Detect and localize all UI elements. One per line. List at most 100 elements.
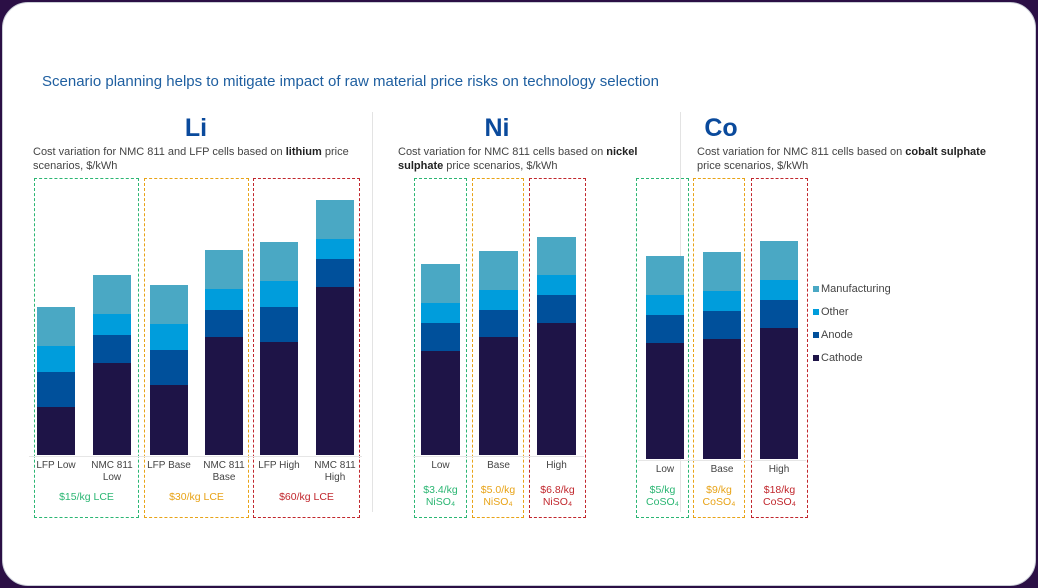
bar-segment-anode bbox=[703, 311, 741, 339]
bar-segment-cathode bbox=[537, 323, 576, 455]
scenario-box bbox=[472, 178, 524, 518]
scenario-box bbox=[529, 178, 586, 518]
bar-segment-anode bbox=[646, 315, 684, 343]
legend-item: Other bbox=[813, 306, 849, 318]
price-label: $3.4/kg bbox=[423, 484, 458, 496]
category-label: Base bbox=[710, 464, 734, 475]
price-compound: NiSO₄ bbox=[425, 496, 456, 508]
bar-segment-cathode bbox=[260, 342, 298, 455]
legend-label: Manufacturing bbox=[821, 283, 891, 295]
chart-heading: Li bbox=[184, 114, 208, 142]
bar-segment-other bbox=[260, 281, 298, 307]
bar-segment-cathode bbox=[316, 287, 354, 455]
bar-segment-other bbox=[479, 290, 518, 310]
chart-subtitle: Cost variation for NMC 811 cells based o… bbox=[697, 145, 987, 173]
bar-segment-manufacturing bbox=[37, 307, 75, 346]
bar-segment-manufacturing bbox=[316, 200, 354, 239]
price-compound: CoSO₄ bbox=[646, 496, 679, 508]
category-label: NMC 811 Low bbox=[91, 460, 133, 483]
price-compound: NiSO₄ bbox=[483, 496, 513, 508]
bar-segment-other bbox=[646, 295, 684, 315]
scenario-box bbox=[253, 178, 360, 518]
bar-segment-cathode bbox=[205, 337, 243, 455]
scenario-price: $30/kg LCE bbox=[144, 491, 249, 503]
bar-segment-other bbox=[205, 289, 243, 310]
legend-item: Manufacturing bbox=[813, 283, 891, 295]
subtitle-text: Cost variation for NMC 811 cells based o… bbox=[398, 146, 607, 158]
bar-segment-cathode bbox=[37, 407, 75, 455]
chart-subtitle: Cost variation for NMC 811 and LFP cells… bbox=[33, 145, 378, 173]
category-label: Base bbox=[487, 460, 510, 471]
chart-heading: Co bbox=[704, 114, 738, 142]
legend-label: Other bbox=[821, 306, 849, 318]
price-label: $15/kg LCE bbox=[59, 491, 114, 503]
price-label: $9/kg bbox=[706, 484, 732, 496]
price-compound: NiSO₄ bbox=[542, 496, 573, 508]
bar-segment-manufacturing bbox=[703, 252, 741, 291]
bar-segment-other bbox=[421, 303, 460, 323]
bar-segment-other bbox=[93, 314, 131, 335]
x-axis-baseline bbox=[638, 460, 806, 461]
bar-segment-other bbox=[316, 239, 354, 259]
category-label: High bbox=[768, 464, 790, 475]
legend-swatch bbox=[813, 309, 819, 316]
bar-segment-manufacturing bbox=[205, 250, 243, 289]
bar-segment-manufacturing bbox=[421, 264, 460, 303]
category-label: NMC 811 Base bbox=[203, 460, 245, 483]
bar-segment-manufacturing bbox=[537, 237, 576, 275]
scenario-price: $18/kg CoSO₄ bbox=[751, 484, 808, 508]
divider bbox=[372, 112, 373, 512]
bar-segment-anode bbox=[93, 335, 131, 363]
category-label: Low bbox=[655, 464, 675, 475]
subtitle-text: Cost variation for NMC 811 cells based o… bbox=[697, 146, 906, 158]
price-label: $30/kg LCE bbox=[169, 491, 224, 503]
legend-swatch bbox=[813, 355, 819, 362]
bar-segment-anode bbox=[421, 323, 460, 351]
subtitle-text: Cost variation for NMC 811 and LFP cells… bbox=[33, 146, 286, 158]
bar-segment-other bbox=[760, 280, 798, 300]
bar-segment-manufacturing bbox=[260, 242, 298, 281]
bar-segment-cathode bbox=[93, 363, 131, 455]
x-axis-baseline bbox=[29, 456, 362, 457]
category-label: LFP Low bbox=[36, 460, 76, 471]
bar-segment-cathode bbox=[150, 385, 188, 455]
subtitle-bold: lithium bbox=[285, 146, 322, 158]
bar-segment-other bbox=[150, 324, 188, 350]
category-label: LFP High bbox=[258, 460, 300, 471]
bar-segment-anode bbox=[150, 350, 188, 385]
scenario-price: $3.4/kg NiSO₄ bbox=[414, 484, 467, 508]
bar-segment-other bbox=[37, 346, 75, 372]
subtitle-text: price scenarios, $/kWh bbox=[33, 146, 349, 172]
bar-segment-cathode bbox=[646, 343, 684, 459]
price-compound: CoSO₄ bbox=[702, 496, 736, 508]
scenario-box bbox=[414, 178, 467, 518]
bar-segment-anode bbox=[205, 310, 243, 337]
bar-segment-anode bbox=[537, 295, 576, 323]
bar-segment-manufacturing bbox=[93, 275, 131, 314]
category-label: Low bbox=[431, 460, 450, 471]
legend-label: Cathode bbox=[821, 352, 863, 364]
subtitle-text: price scenarios, $/kWh bbox=[697, 160, 809, 172]
scenario-box bbox=[34, 178, 139, 518]
bar-segment-cathode bbox=[703, 339, 741, 459]
slide-title: Scenario planning helps to mitigate impa… bbox=[42, 73, 659, 90]
legend-item: Cathode bbox=[813, 352, 863, 364]
bar-segment-other bbox=[537, 275, 576, 295]
x-axis-baseline bbox=[413, 456, 584, 457]
scenario-price: $6.8/kg NiSO₄ bbox=[529, 484, 586, 508]
category-label: High bbox=[546, 460, 567, 471]
legend-label: Anode bbox=[821, 329, 853, 341]
scenario-box bbox=[636, 178, 689, 518]
price-label: $5.0/kg bbox=[480, 484, 516, 496]
price-label: $18/kg bbox=[763, 484, 796, 496]
bar-segment-cathode bbox=[479, 337, 518, 455]
bar-segment-anode bbox=[479, 310, 518, 337]
scenario-price: $5/kg CoSO₄ bbox=[636, 484, 689, 508]
bar-segment-anode bbox=[260, 307, 298, 342]
bar-segment-cathode bbox=[760, 328, 798, 459]
bar-segment-other bbox=[703, 291, 741, 311]
scenario-price: $9/kg CoSO₄ bbox=[693, 484, 745, 508]
price-label: $6.8/kg bbox=[540, 484, 575, 496]
scenario-box bbox=[693, 178, 745, 518]
chart-heading: Ni bbox=[484, 114, 510, 142]
